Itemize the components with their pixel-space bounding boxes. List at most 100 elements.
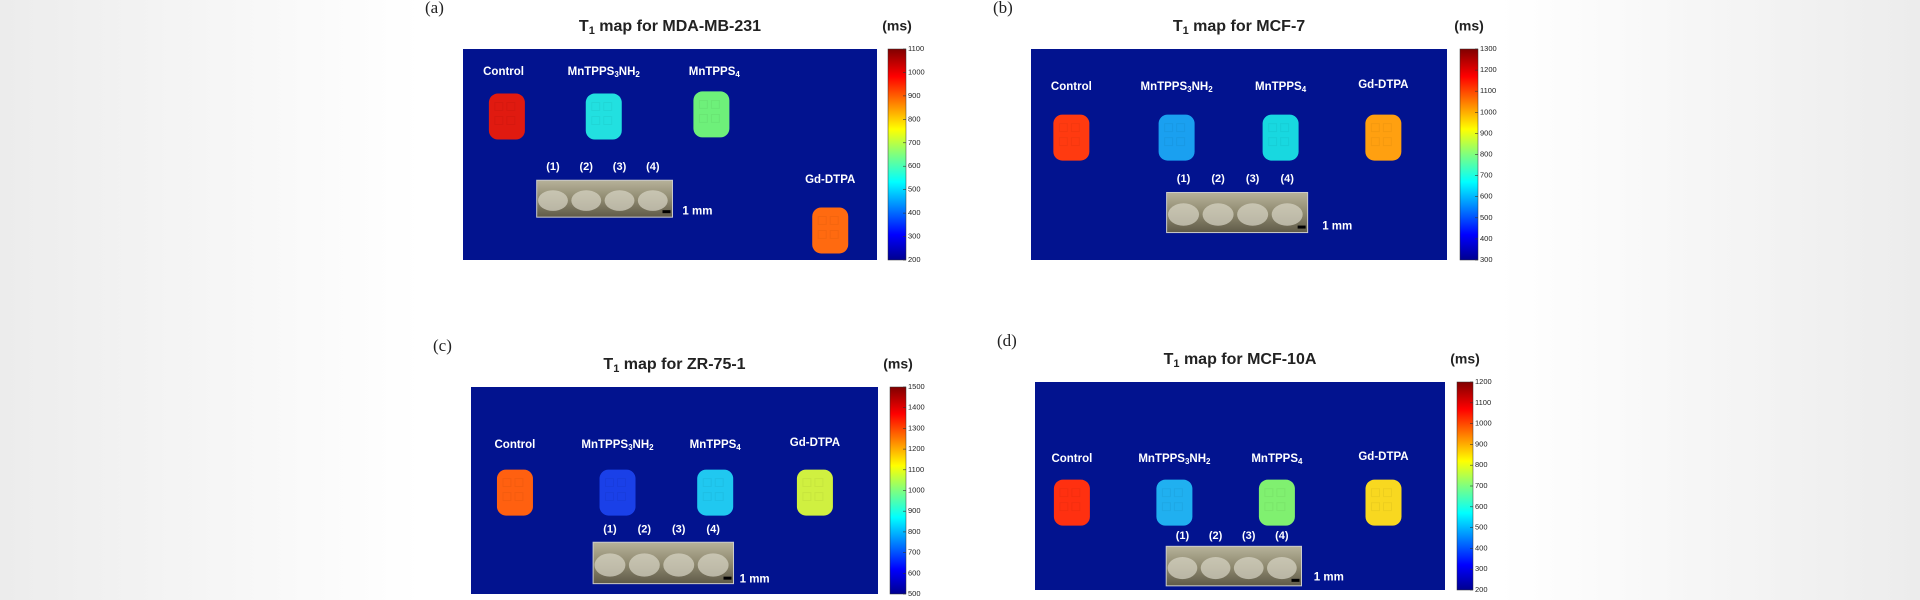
- title-text: map for MCF-10A: [1180, 351, 1317, 368]
- blob-pixel: [814, 492, 824, 502]
- tick-label: 600: [908, 161, 921, 170]
- blob-pixel: [603, 116, 613, 126]
- tube-label: (3): [613, 161, 627, 173]
- blob-pixel: [1058, 123, 1068, 133]
- background: [0, 0, 420, 600]
- blob-pixel: [1382, 123, 1392, 133]
- tube: [1233, 556, 1264, 580]
- blob-pixel: [1070, 123, 1080, 133]
- blob-pixel: [1383, 488, 1392, 498]
- tick-label: 1400: [908, 403, 925, 412]
- background: [1500, 0, 1920, 600]
- tick-label: 500: [1475, 523, 1488, 532]
- blob-pixel: [1370, 123, 1380, 133]
- subscript: 4: [736, 443, 741, 452]
- tick-label: 400: [908, 208, 921, 217]
- sample-label: Control: [495, 439, 536, 451]
- tick-label: 900: [1480, 128, 1493, 137]
- sample-text: MnTPPS: [1255, 81, 1302, 93]
- tick-label: 500: [908, 185, 921, 194]
- sample-text: MnTPPS: [1138, 453, 1185, 465]
- blob-pixel: [1276, 502, 1286, 512]
- sample-text: NH: [1189, 453, 1206, 465]
- tube: [571, 190, 602, 211]
- blob-pixel: [494, 116, 504, 126]
- blob-pixel: [817, 229, 827, 239]
- sample-label: MnTPPS3NH2: [568, 66, 641, 79]
- blob-pixel: [502, 492, 512, 502]
- unit-label: (ms): [882, 18, 912, 34]
- subscript: 1: [589, 25, 595, 37]
- blob-pixel: [1164, 123, 1174, 133]
- blob-pixel: [514, 492, 524, 502]
- blob-pixel: [1276, 488, 1286, 498]
- title-text: T: [603, 356, 613, 373]
- sample-label: Gd-DTPA: [790, 437, 840, 449]
- tick-label: 1200: [1480, 65, 1497, 74]
- subscript: 4: [1298, 457, 1303, 466]
- subscript: 4: [735, 70, 740, 79]
- tick-label: 900: [1475, 439, 1488, 448]
- sample-label: Control: [483, 66, 524, 78]
- tick-label: 800: [908, 527, 921, 536]
- unit-label: (ms): [1450, 351, 1480, 367]
- tube-label: (3): [1246, 173, 1260, 185]
- blob-pixel: [702, 478, 712, 488]
- sample-text: Gd-DTPA: [805, 174, 855, 186]
- blob-pixel: [1173, 488, 1183, 498]
- blob-pixel: [1059, 502, 1069, 512]
- blob-pixel: [1371, 488, 1380, 498]
- blob-pixel: [702, 492, 712, 502]
- sample-label: MnTPPS3NH2: [1141, 81, 1214, 94]
- tube: [594, 553, 626, 577]
- tick-label: 500: [908, 589, 921, 598]
- tube: [1237, 203, 1269, 226]
- blob-pixel: [714, 478, 724, 488]
- tube: [1200, 556, 1231, 580]
- blob-pixel: [603, 102, 613, 112]
- tick-label: 700: [908, 548, 921, 557]
- tick-label: 300: [1475, 564, 1488, 573]
- tick-label: 800: [1475, 460, 1488, 469]
- panel-title: T1 map for MCF-7: [1173, 18, 1305, 37]
- tick-label: 1000: [1480, 107, 1497, 116]
- tick-label: 1300: [908, 423, 925, 432]
- blob-pixel: [829, 229, 839, 239]
- blob-pixel: [506, 102, 516, 112]
- tube-label: (2): [1209, 530, 1223, 542]
- sample-label: MnTPPS4: [1255, 81, 1307, 94]
- tick-label: 200: [908, 255, 921, 264]
- sample-text: Control: [1051, 453, 1092, 465]
- blob-pixel: [814, 478, 824, 488]
- tube: [1168, 203, 1200, 226]
- sample-label: MnTPPS4: [690, 439, 742, 452]
- blob-pixel: [1264, 488, 1274, 498]
- sample-text: Control: [1051, 81, 1092, 93]
- tick-label: 200: [1475, 585, 1488, 594]
- tick-label: 400: [1475, 543, 1488, 552]
- tube: [1266, 556, 1297, 580]
- panel-label: (b): [993, 0, 1013, 17]
- blob-pixel: [1383, 502, 1392, 512]
- tick-label: 400: [1480, 234, 1493, 243]
- tick-label: 600: [1475, 502, 1488, 511]
- tube: [1167, 556, 1198, 580]
- blob-pixel: [514, 478, 524, 488]
- sample-text: Control: [495, 439, 536, 451]
- tick-label: 1200: [908, 444, 925, 453]
- sample-label: MnTPPS4: [1251, 453, 1303, 466]
- blob-pixel: [617, 492, 627, 502]
- tube: [538, 190, 568, 211]
- title-text: T: [579, 18, 589, 35]
- sample-text: NH: [1192, 81, 1209, 93]
- subscript: 3: [1187, 85, 1192, 94]
- tube: [637, 190, 668, 211]
- blob-pixel: [1059, 488, 1069, 498]
- subscript: 3: [628, 443, 633, 452]
- sample-text: NH: [633, 439, 650, 451]
- tick-label: 1000: [1475, 419, 1492, 428]
- blob-pixel: [714, 492, 724, 502]
